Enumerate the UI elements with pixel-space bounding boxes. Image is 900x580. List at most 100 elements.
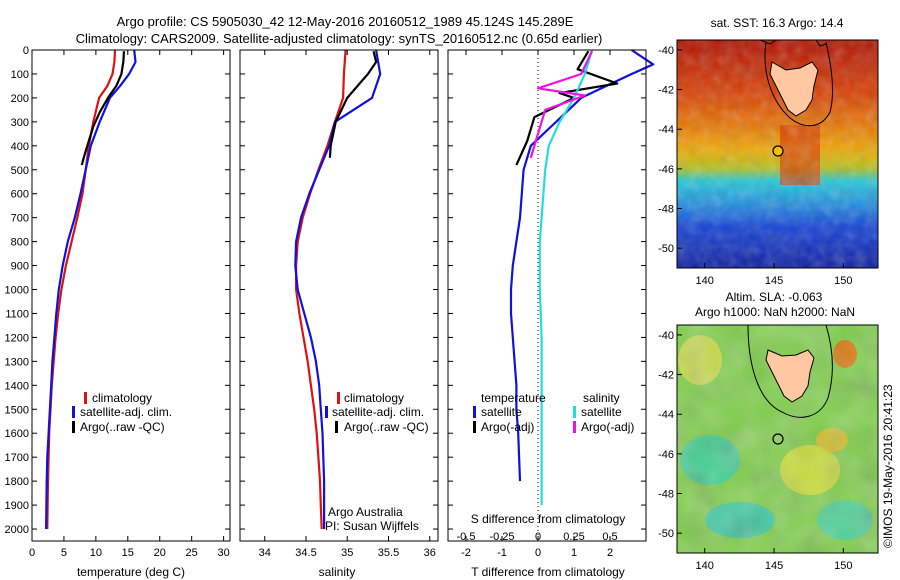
panel-1-layer: 34 34.5 35 35.5 36 — [240, 49, 438, 559]
x-tick-label: 25 — [186, 547, 198, 559]
x-tick-label: 34.5 — [295, 547, 316, 559]
panel-4-layer: 140 145 150 -40 -42 -44 -46 -48 -50 — [658, 330, 852, 572]
salinity-x-axis-label: salinity — [319, 565, 356, 579]
legend-argo: Argo(..raw -QC) — [80, 420, 165, 434]
sst-argo-location-marker — [772, 145, 784, 157]
legend-salinity-title: salinity — [583, 391, 620, 405]
sla-map: Altim. SLA: -0.063 Argo h1000: NaN h2000… — [658, 290, 879, 572]
legend-argo: Argo(..raw -QC) — [344, 420, 429, 434]
sst-map: sat. SST: 16.3 Argo: 14.4 140 145 150 -40 -4… — [658, 16, 879, 287]
y-tick-label: 200 — [11, 93, 29, 105]
header-line-2: Climatology: CARS2009. Satellite-adjuste… — [76, 31, 603, 46]
x-tick-label: 30 — [217, 547, 229, 559]
sla-map-title: Altim. SLA: -0.063 — [726, 290, 823, 304]
map-x-tick-label: 150 — [834, 275, 852, 287]
legend-salinity-argo: Argo(-adj) — [581, 420, 634, 434]
argo-australia-label: Argo Australia — [328, 505, 403, 519]
y-tick-label: 400 — [11, 141, 29, 153]
y-tick-label: 1600 — [5, 428, 29, 440]
series-line-temperature-argo-adj- — [515, 50, 619, 166]
series-line-argo-raw-qc- — [80, 51, 126, 166]
x-tick-label: 0 — [29, 547, 35, 559]
series-line-temperature-satellite — [509, 49, 655, 482]
map-x-tick-label: 140 — [696, 560, 714, 572]
y-tick-label: 500 — [11, 165, 29, 177]
y-tick-label: 1900 — [5, 500, 29, 512]
difference-secondary-axis-label: S difference from climatology — [471, 512, 626, 526]
y-tick-label: 0 — [23, 45, 29, 57]
sst-map-title: sat. SST: 16.3 Argo: 14.4 — [711, 16, 844, 30]
map-y-tick-label: -42 — [658, 370, 674, 382]
legend-satellite-adj: satellite-adj. clim. — [332, 405, 424, 419]
sla-map-frame — [676, 324, 879, 554]
y-tick-label: 700 — [11, 213, 29, 225]
x-tick-label: 35.5 — [378, 547, 399, 559]
sla-shelf-contour — [747, 325, 833, 418]
sla-map-subtitle: Argo h1000: NaN h2000: NaN — [695, 305, 855, 319]
map-y-tick-label: -44 — [658, 124, 674, 136]
series-line-climatology — [46, 49, 117, 530]
legend-salinity-satellite: satellite — [581, 405, 622, 419]
x-tick-label: 0 — [535, 547, 541, 559]
x-tick-label: 34 — [259, 547, 271, 559]
x-tick-label: 10 — [90, 547, 102, 559]
y-tick-label: 300 — [11, 117, 29, 129]
map-y-tick-label: -44 — [658, 409, 674, 421]
series-line-satellite-adj-clim- — [294, 49, 382, 529]
legend-temperature-satellite: satellite — [481, 405, 522, 419]
map-x-tick-label: 150 — [834, 560, 852, 572]
map-y-tick-label: -50 — [658, 243, 674, 255]
map-y-tick-label: -46 — [658, 164, 674, 176]
series-line-satellite-adj-clim- — [45, 49, 137, 530]
panel-3-layer: 140 145 150 -40 -42 -44 -46 -48 -50 — [658, 45, 852, 287]
y-tick-label: 1300 — [5, 356, 29, 368]
map-x-tick-label: 140 — [696, 275, 714, 287]
difference-x-axis-label: T difference from climatology — [471, 565, 625, 579]
y-tick-label: 1000 — [5, 285, 29, 297]
y-tick-label: 600 — [11, 189, 29, 201]
x-tick-label: 5 — [61, 547, 67, 559]
imos-stamp: ©IMOS 19-May-2016 20:41:23 — [881, 384, 895, 548]
y-tick-label: 800 — [11, 237, 29, 249]
map-x-tick-label: 145 — [765, 560, 783, 572]
x-tick-label: 36 — [424, 547, 436, 559]
temperature-x-axis-label: temperature (deg C) — [77, 565, 185, 579]
sst-map-frame — [676, 39, 879, 269]
map-y-tick-label: -42 — [658, 85, 674, 97]
header-line-1: Argo profile: CS 5905030_42 12-May-2016 … — [117, 14, 574, 29]
map-y-tick-label: -40 — [658, 45, 674, 57]
x-tick-label: -1 — [497, 547, 507, 559]
difference-plot-frame — [447, 49, 647, 542]
legend-climatology: climatology — [344, 391, 404, 405]
map-y-tick-label: -46 — [658, 449, 674, 461]
map-y-tick-label: -50 — [658, 528, 674, 540]
sla-argo-location-marker — [772, 433, 784, 445]
map-x-tick-label: 145 — [765, 275, 783, 287]
sst-tasmania-landmass — [769, 61, 819, 117]
series-line-salinity-satellite — [538, 49, 594, 506]
x-tick-label: 1 — [571, 547, 577, 559]
map-y-tick-label: -48 — [658, 204, 674, 216]
legend-climatology: climatology — [92, 391, 152, 405]
y-tick-label: 900 — [11, 261, 29, 273]
y-tick-label: 1500 — [5, 404, 29, 416]
y-tick-label: 1800 — [5, 476, 29, 488]
y-tick-label: 100 — [11, 69, 29, 81]
x-tick-label: 2 — [607, 547, 613, 559]
temperature-profile-chart: 0100200300400500600700800900100011001200… — [5, 45, 231, 579]
series-line-argo-raw-qc- — [328, 50, 378, 158]
temperature-legend: climatology satellite-adj. clim. Argo(..… — [72, 391, 172, 434]
y-tick-label: 1100 — [5, 308, 29, 320]
salinity-plot-frame — [239, 49, 439, 542]
sst-mainland-coast — [759, 40, 827, 47]
legend-temperature-title: temperature — [481, 391, 546, 405]
map-y-tick-label: -48 — [658, 489, 674, 501]
legend-satellite-adj: satellite-adj. clim. — [80, 405, 172, 419]
difference-legend: temperature satellite Argo(-adj) salinit… — [473, 391, 634, 434]
x-tick-label: 15 — [122, 547, 134, 559]
series-line-climatology — [295, 49, 347, 530]
temperature-plot-frame — [31, 49, 231, 542]
salinity-legend: climatology satellite-adj. clim. Argo(..… — [325, 391, 429, 434]
